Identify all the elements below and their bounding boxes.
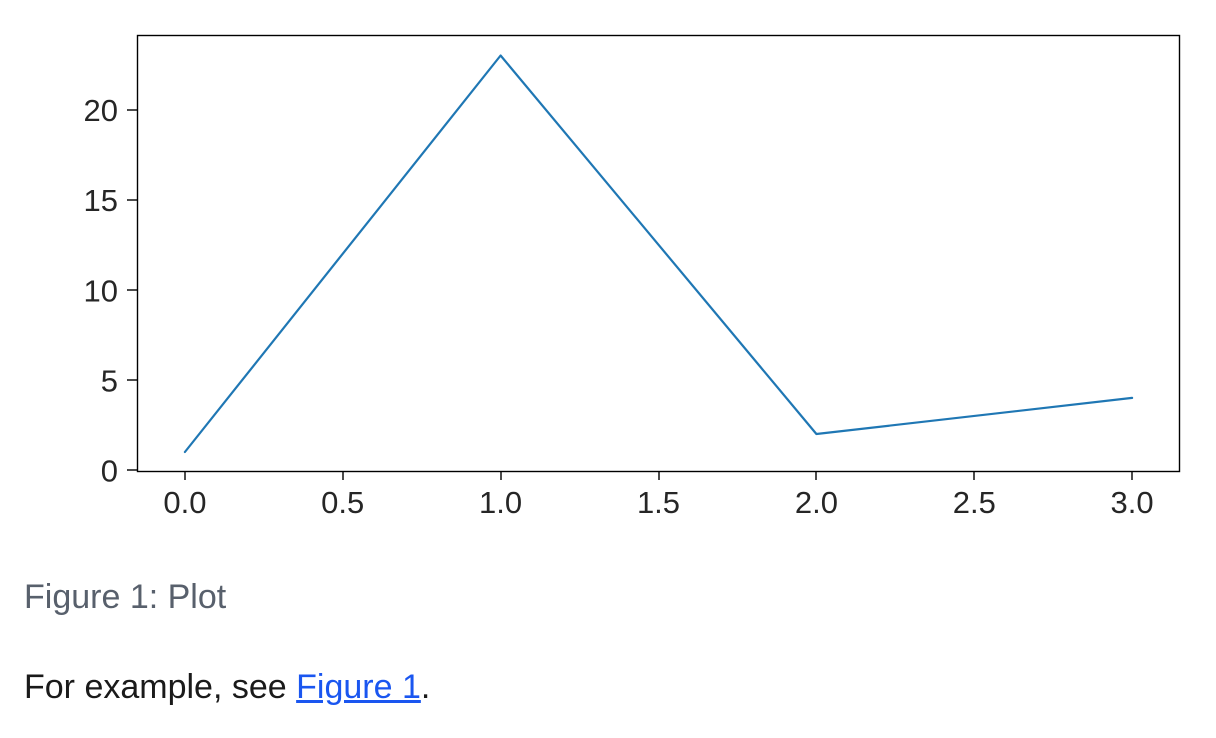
svg-text:2.0: 2.0 <box>795 485 838 520</box>
svg-text:15: 15 <box>84 183 118 218</box>
svg-text:20: 20 <box>84 93 118 128</box>
svg-text:1.5: 1.5 <box>637 485 680 520</box>
svg-text:0: 0 <box>101 454 118 489</box>
svg-text:3.0: 3.0 <box>1111 485 1154 520</box>
svg-text:5: 5 <box>101 363 118 398</box>
svg-text:0.0: 0.0 <box>163 485 206 520</box>
svg-text:2.5: 2.5 <box>953 485 996 520</box>
svg-text:0.5: 0.5 <box>321 485 364 520</box>
svg-text:1.0: 1.0 <box>479 485 522 520</box>
svg-text:10: 10 <box>84 273 118 308</box>
